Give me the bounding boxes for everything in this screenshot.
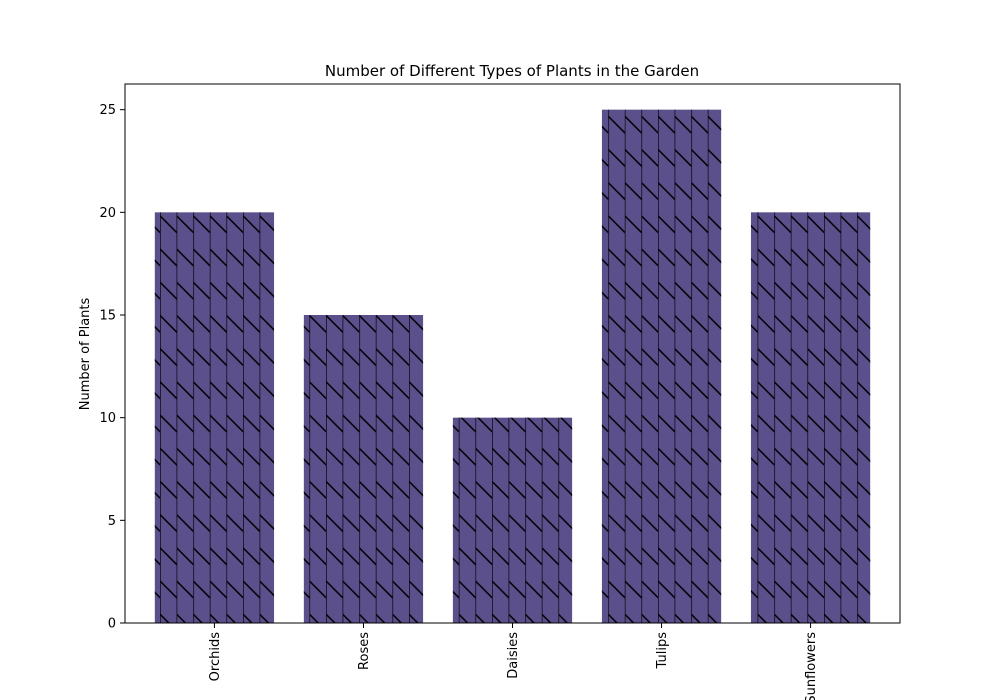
chart-title: Number of Different Types of Plants in t…: [325, 62, 699, 80]
x-tick-label: Orchids: [208, 632, 223, 682]
bar-hatch-orchids: [154, 212, 275, 624]
y-tick-label: 15: [99, 309, 116, 324]
x-axis-ticks: Orchids Roses Daisies Tulips Sunflowers: [208, 623, 819, 700]
bar-hatch-daisies: [452, 417, 573, 623]
y-tick-label: 10: [99, 411, 116, 426]
bar-hatch-tulips: [601, 109, 722, 623]
x-tick-label: Tulips: [655, 632, 670, 670]
x-tick-label: Daisies: [506, 632, 521, 679]
bar-hatch-roses: [303, 315, 424, 623]
y-tick-label: 0: [108, 617, 116, 632]
x-tick-label: Sunflowers: [804, 632, 819, 700]
bar-hatch-sunflowers: [750, 212, 871, 624]
bars-group: [154, 109, 871, 624]
y-tick-label: 25: [99, 103, 116, 118]
y-axis-label: Number of Plants: [78, 298, 93, 411]
x-tick-label: Roses: [357, 632, 372, 670]
y-tick-label: 20: [99, 206, 116, 221]
y-tick-label: 5: [108, 514, 116, 529]
plot-area-frame: [124, 83, 901, 624]
y-axis-ticks: 0 5 10 15 20 25: [99, 103, 125, 632]
